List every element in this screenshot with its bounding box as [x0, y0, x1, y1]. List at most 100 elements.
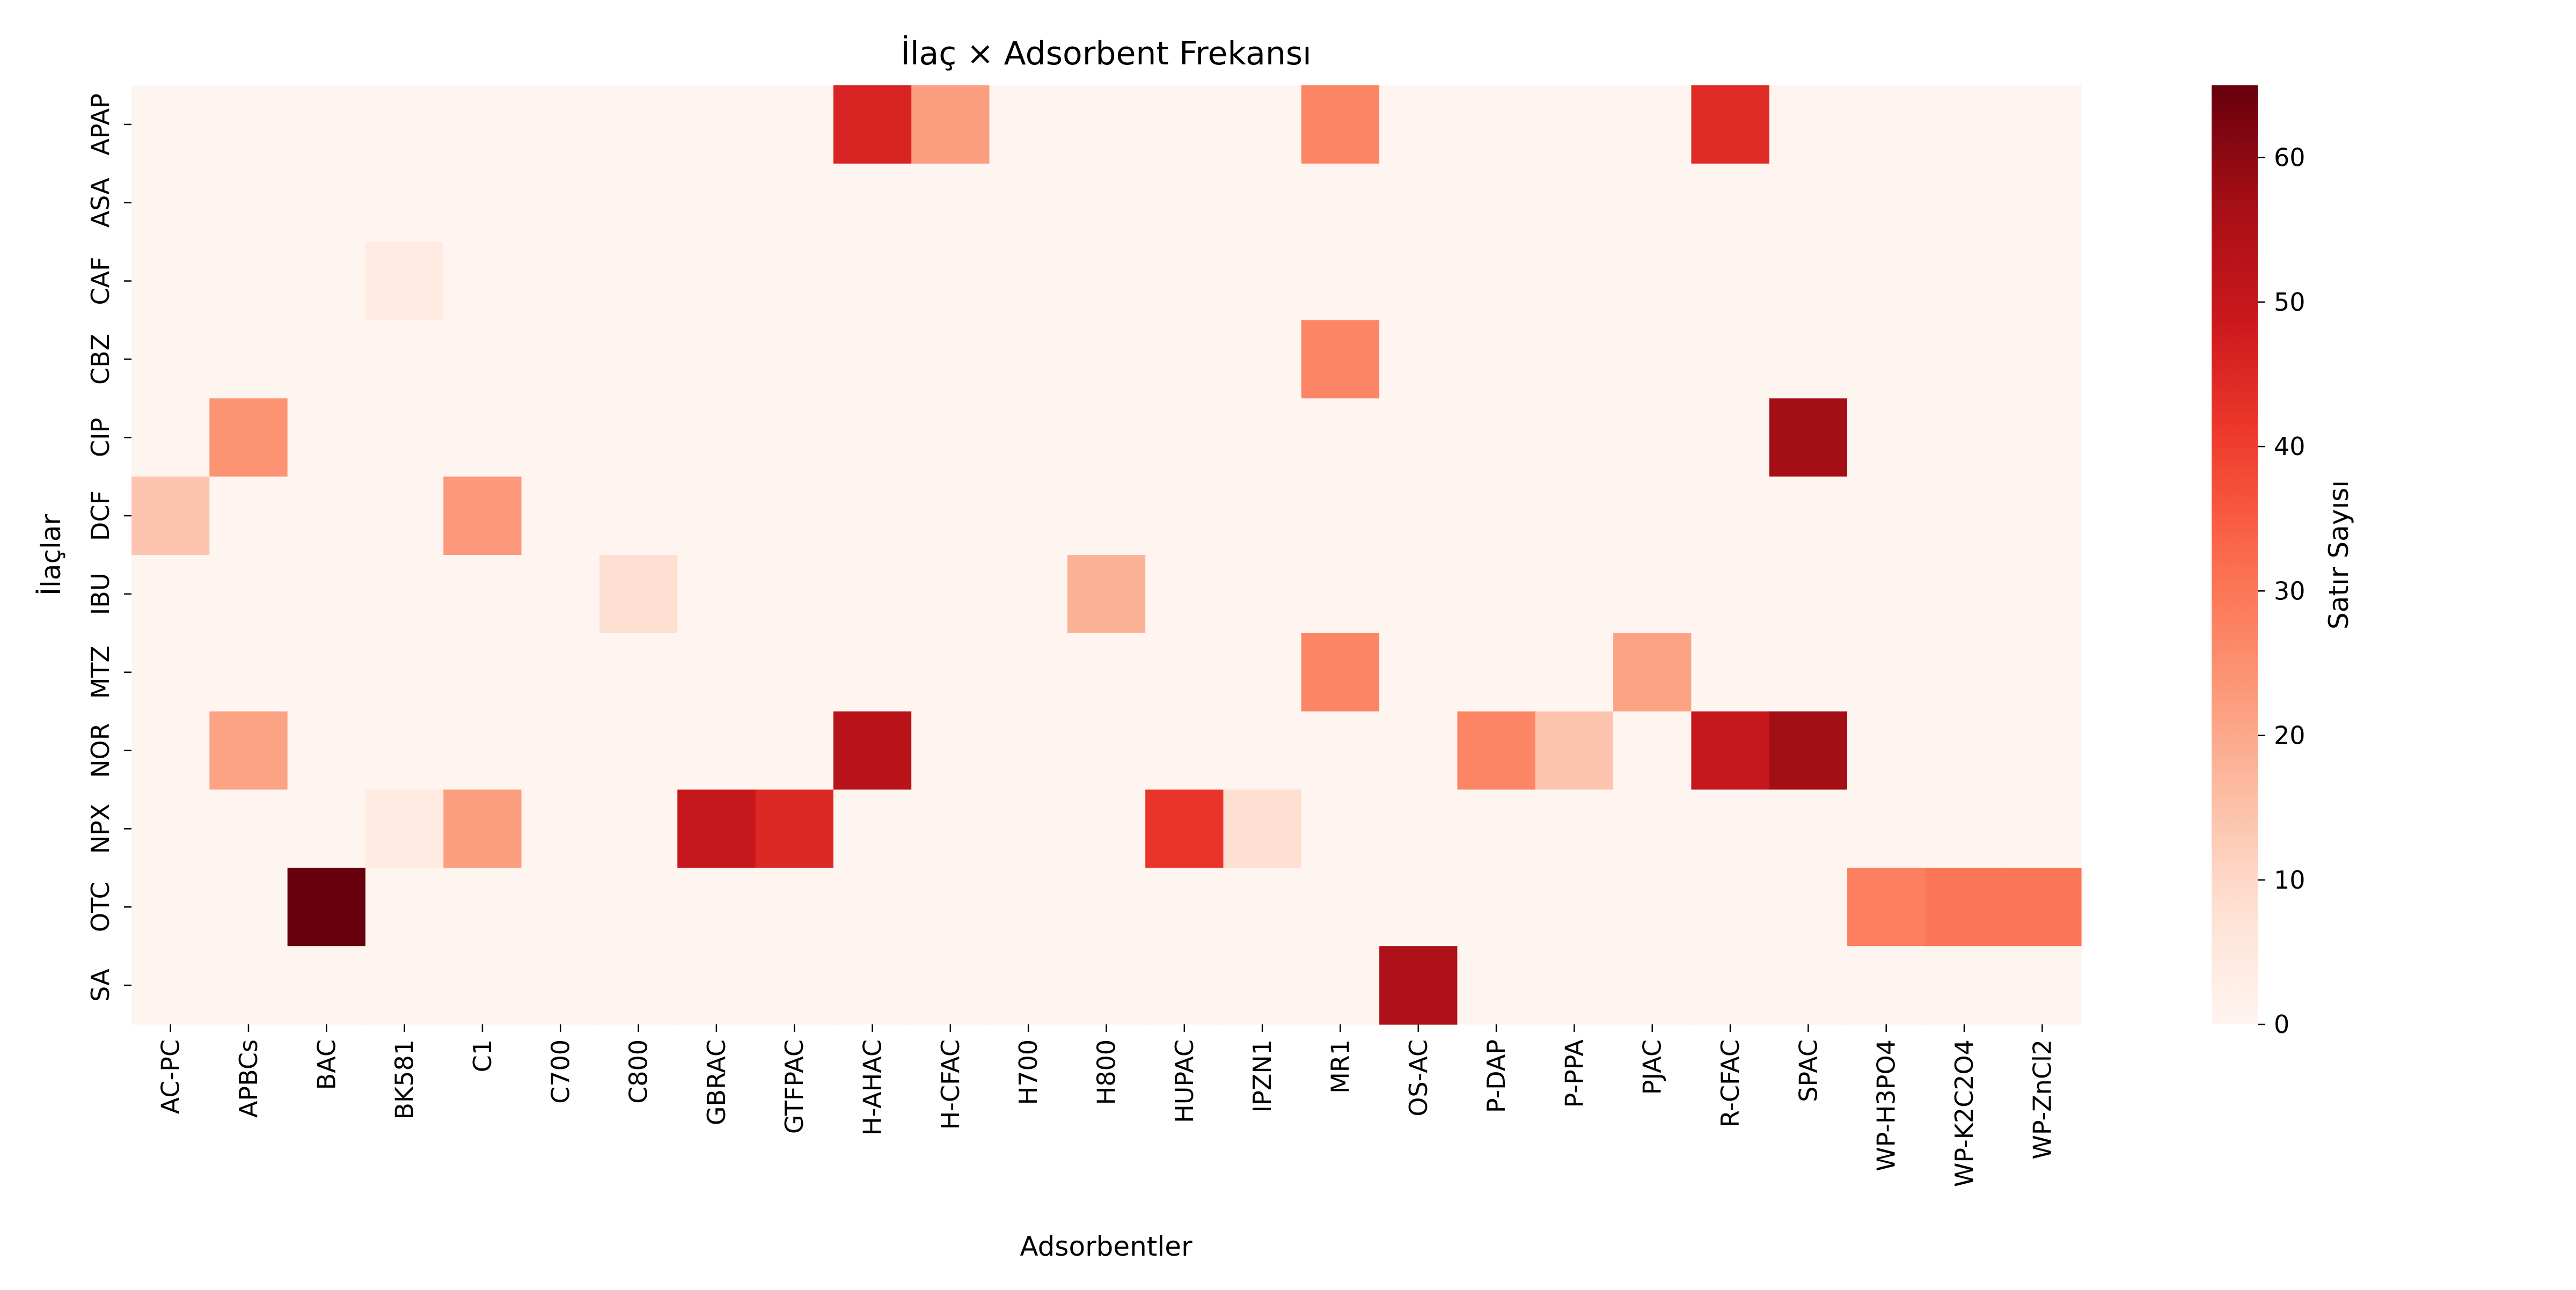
heatmap-cell — [521, 711, 600, 790]
heatmap-cell — [521, 85, 600, 164]
heatmap-cell — [1847, 477, 1926, 555]
heatmap-cell — [1379, 555, 1458, 634]
heatmap-cell — [677, 85, 756, 164]
heatmap-cell — [1379, 320, 1458, 399]
heatmap-cell — [131, 868, 210, 947]
heatmap-cell — [755, 555, 834, 634]
heatmap-cell — [677, 711, 756, 790]
colorbar-tick-label: 30 — [2274, 576, 2306, 605]
heatmap-cell — [2003, 241, 2082, 321]
heatmap-cell — [989, 946, 1068, 1025]
x-tick-label: MR1 — [1326, 1039, 1355, 1094]
heatmap-cell — [1769, 241, 1848, 321]
heatmap-cell — [599, 163, 678, 243]
heatmap-cell — [287, 241, 366, 321]
heatmap-cell — [443, 85, 522, 164]
heatmap-cell — [209, 789, 288, 868]
heatmap-cell — [365, 477, 444, 555]
heatmap-cell — [1613, 320, 1692, 399]
heatmap-cell — [1301, 789, 1380, 868]
heatmap-cell — [209, 320, 288, 399]
heatmap-cell — [1301, 633, 1380, 712]
heatmap-cell — [287, 555, 366, 634]
heatmap-cell — [1535, 711, 1614, 790]
y-tick-label: CAF — [86, 257, 115, 305]
heatmap-cell — [1223, 398, 1302, 477]
y-tick-label: APAP — [86, 93, 115, 155]
heatmap-cell — [1691, 946, 1770, 1025]
y-tick-label: SA — [86, 969, 115, 1002]
heatmap-cell — [833, 711, 912, 790]
heatmap-cell — [365, 320, 444, 399]
heatmap-cell — [755, 477, 834, 555]
heatmap-cell — [1691, 320, 1770, 399]
heatmap-cell — [989, 789, 1068, 868]
heatmap-cell — [1769, 711, 1848, 790]
heatmap-cell — [1535, 398, 1614, 477]
heatmap-cell — [1847, 320, 1926, 399]
heatmap-cell — [1145, 868, 1224, 947]
heatmap-cell — [2003, 868, 2082, 947]
heatmap-cell — [1535, 163, 1614, 243]
y-tick-label: MTZ — [86, 646, 115, 699]
heatmap-cell — [1301, 241, 1380, 321]
heatmap-cell — [1847, 946, 1926, 1025]
heatmap-cell — [1457, 241, 1536, 321]
heatmap-cell — [209, 711, 288, 790]
heatmap-cell — [131, 477, 210, 555]
heatmap-cell — [1223, 711, 1302, 790]
heatmap-cell — [1145, 163, 1224, 243]
heatmap-cell — [599, 477, 678, 555]
heatmap-cell — [443, 946, 522, 1025]
heatmap-cell — [1535, 633, 1614, 712]
heatmap-cell — [1301, 711, 1380, 790]
heatmap-cell — [1223, 85, 1302, 164]
heatmap-cell — [209, 868, 288, 947]
heatmap-cell — [1223, 555, 1302, 634]
heatmap-cell — [1925, 85, 2004, 164]
heatmap-cell — [1925, 241, 2004, 321]
heatmap-cell — [2003, 633, 2082, 712]
heatmap-cell — [677, 241, 756, 321]
heatmap-cell — [1535, 241, 1614, 321]
heatmap-cell — [1301, 85, 1380, 164]
colorbar-tick-label: 50 — [2274, 288, 2306, 317]
heatmap-cell — [989, 868, 1068, 947]
heatmap-cell — [1223, 633, 1302, 712]
heatmap-cell — [755, 398, 834, 477]
heatmap-cell — [1535, 85, 1614, 164]
heatmap-cell — [599, 320, 678, 399]
heatmap-cell — [287, 398, 366, 477]
heatmap-cell — [1457, 320, 1536, 399]
heatmap-cell — [1925, 868, 2004, 947]
heatmap-cell — [911, 711, 990, 790]
heatmap-cell — [287, 711, 366, 790]
heatmap-cell — [989, 85, 1068, 164]
heatmap-cell — [1535, 789, 1614, 868]
y-tick-label: ASA — [86, 178, 115, 228]
heatmap-cell — [365, 398, 444, 477]
heatmap-cell — [755, 320, 834, 399]
heatmap-cell — [131, 789, 210, 868]
heatmap-cell — [989, 711, 1068, 790]
heatmap-cell — [1691, 85, 1770, 164]
heatmap-cell — [2003, 163, 2082, 243]
heatmap-cell — [1691, 477, 1770, 555]
heatmap-cell — [1457, 163, 1536, 243]
heatmap-cell — [287, 789, 366, 868]
heatmap-cell — [1067, 241, 1146, 321]
heatmap-cell — [1535, 555, 1614, 634]
heatmap-cell — [365, 163, 444, 243]
x-tick-label: BK581 — [390, 1039, 419, 1120]
heatmap-cell — [1457, 789, 1536, 868]
heatmap-cell — [2003, 711, 2082, 790]
heatmap-cell — [1535, 946, 1614, 1025]
x-tick-label: H-AHAC — [858, 1039, 887, 1135]
heatmap-cell — [2003, 789, 2082, 868]
heatmap-cell — [1223, 789, 1302, 868]
heatmap-cell — [1067, 320, 1146, 399]
heatmap-cell — [365, 789, 444, 868]
heatmap-cell — [989, 633, 1068, 712]
heatmap-cell — [443, 789, 522, 868]
